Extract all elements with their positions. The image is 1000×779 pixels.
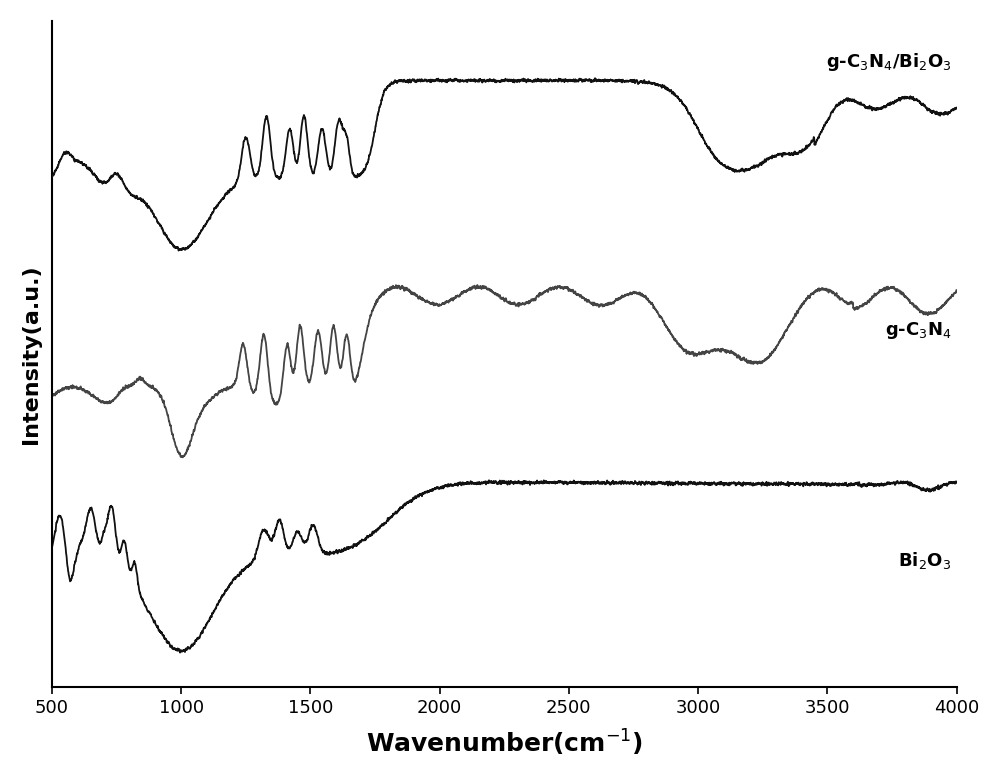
X-axis label: Wavenumber(cm$^{-1}$): Wavenumber(cm$^{-1}$): [366, 728, 643, 758]
Text: g-C$_3$N$_4$: g-C$_3$N$_4$: [885, 320, 951, 341]
Text: g-C$_3$N$_4$/Bi$_2$O$_3$: g-C$_3$N$_4$/Bi$_2$O$_3$: [826, 51, 951, 73]
Y-axis label: Intensity(a.u.): Intensity(a.u.): [21, 264, 41, 444]
Text: Bi$_2$O$_3$: Bi$_2$O$_3$: [898, 550, 951, 571]
